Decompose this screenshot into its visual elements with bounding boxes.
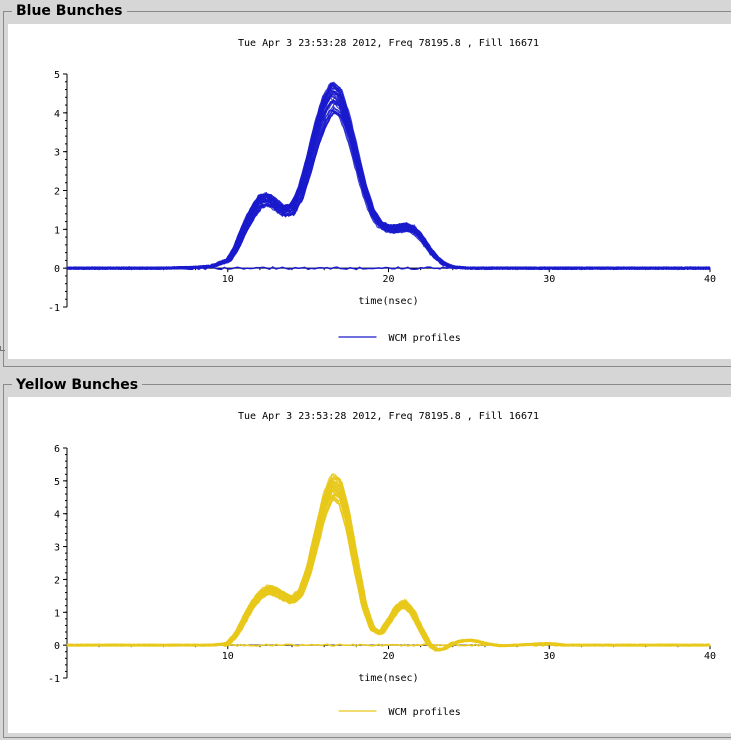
wcm-profile-trace: [66, 86, 711, 271]
wcm-profile-trace: [66, 100, 711, 271]
y-tick-label: 3: [54, 543, 60, 554]
wcm-profile-trace: [66, 112, 711, 271]
x-tick-label: 20: [382, 651, 394, 662]
wcm-baseline-trace: [66, 266, 711, 271]
chart-title: Tue Apr 3 23:53:28 2012, Freq 78195.8 , …: [238, 411, 539, 422]
y-tick-label: 5: [54, 70, 60, 81]
wcm-profile-trace: [66, 89, 711, 271]
wcm-profile-trace: [66, 82, 711, 271]
y-tick-label: 4: [54, 109, 60, 120]
wcm-profile-trace: [66, 87, 711, 271]
resize-grip[interactable]: [0, 346, 5, 351]
panel-frame: [3, 11, 731, 367]
wcm-profile-trace: [66, 101, 710, 271]
y-tick-label: 2: [54, 187, 60, 198]
legend-label: WCM profiles: [389, 707, 461, 718]
wcm-profile-trace: [66, 107, 711, 271]
panel-title: Blue Bunches: [12, 2, 127, 20]
wcm-profile-trace: [66, 99, 711, 271]
wcm-profile-trace: [66, 89, 711, 271]
panel-frame: [3, 384, 731, 738]
wcm-profile-trace: [66, 99, 711, 271]
legend-label: WCM profiles: [389, 333, 461, 344]
wcm-profile-trace: [66, 96, 711, 271]
x-tick-label: 40: [704, 651, 716, 662]
wcm-profile-trace: [66, 496, 711, 652]
wcm-profile-trace: [66, 83, 711, 271]
wcm-profile-trace: [66, 90, 711, 271]
wcm-profile-trace: [66, 499, 711, 651]
wcm-profile-trace: [66, 100, 711, 271]
chart-title: Tue Apr 3 23:53:28 2012, Freq 78195.8 , …: [238, 38, 539, 49]
panel-title: Yellow Bunches: [12, 376, 143, 394]
y-tick-label: 4: [54, 510, 60, 521]
y-tick-label: -1: [48, 674, 60, 685]
yellow-bunches-panel: Yellow Bunches Tue Apr 3 23:53:28 2012, …: [0, 370, 731, 740]
yellow-wcm-chart: Tue Apr 3 23:53:28 2012, Freq 78195.8 , …: [48, 411, 716, 718]
y-tick-label: 5: [54, 477, 60, 488]
wcm-profile-trace: [66, 94, 711, 271]
wcm-profile-trace: [66, 102, 711, 271]
x-tick-label: 10: [222, 651, 234, 662]
x-axis-label: time(nsec): [358, 296, 418, 307]
wcm-profile-trace: [66, 110, 711, 271]
wcm-profile-trace: [66, 112, 711, 271]
wcm-profile-trace: [66, 81, 711, 271]
wcm-profile-trace: [66, 94, 711, 271]
plot-area: Tue Apr 3 23:53:28 2012, Freq 78195.8 , …: [8, 397, 731, 733]
wcm-profile-trace: [66, 494, 711, 651]
y-tick-label: 2: [54, 575, 60, 586]
wcm-profile-trace: [66, 83, 711, 271]
wcm-profile-trace: [66, 109, 711, 271]
wcm-profile-trace: [66, 91, 710, 271]
wcm-profile-trace: [66, 109, 711, 271]
y-tick-label: 3: [54, 148, 60, 159]
wcm-profile-trace: [66, 89, 711, 271]
wcm-profile-trace: [66, 105, 711, 271]
wcm-profile-trace: [66, 109, 711, 271]
wcm-profile-trace: [66, 496, 711, 652]
blue-bunches-panel: Blue Bunches Tue Apr 3 23:53:28 2012, Fr…: [0, 0, 731, 368]
wcm-profile-trace: [66, 95, 711, 271]
y-tick-label: 1: [54, 225, 60, 236]
wcm-profile-trace: [66, 82, 711, 271]
y-tick-label: -1: [48, 303, 60, 314]
x-axis-label: time(nsec): [358, 673, 418, 684]
wcm-profile-trace: [66, 84, 711, 270]
y-tick-label: 0: [54, 641, 60, 652]
x-tick-label: 30: [543, 651, 555, 662]
wcm-profile-trace: [67, 83, 711, 271]
y-tick-label: 1: [54, 608, 60, 619]
wcm-profile-trace: [66, 85, 711, 271]
blue-wcm-chart: Tue Apr 3 23:53:28 2012, Freq 78195.8 , …: [48, 38, 716, 344]
y-tick-label: 0: [54, 264, 60, 275]
wcm-profile-trace: [66, 110, 711, 271]
x-tick-label: 20: [382, 274, 394, 285]
wcm-baseline-trace: [66, 643, 711, 647]
wcm-profile-trace: [66, 102, 711, 271]
plot-area: Tue Apr 3 23:53:28 2012, Freq 78195.8 , …: [8, 24, 731, 359]
wcm-profile-trace: [66, 84, 710, 271]
wcm-profile-trace: [66, 93, 711, 271]
y-tick-label: 6: [54, 444, 60, 455]
x-tick-label: 40: [704, 274, 716, 285]
wcm-profile-trace: [66, 94, 711, 271]
wcm-profile-trace: [66, 88, 711, 271]
wcm-profile-trace: [66, 497, 711, 652]
x-tick-label: 10: [222, 274, 234, 285]
x-tick-label: 30: [543, 274, 555, 285]
wcm-profile-trace: [66, 81, 710, 271]
